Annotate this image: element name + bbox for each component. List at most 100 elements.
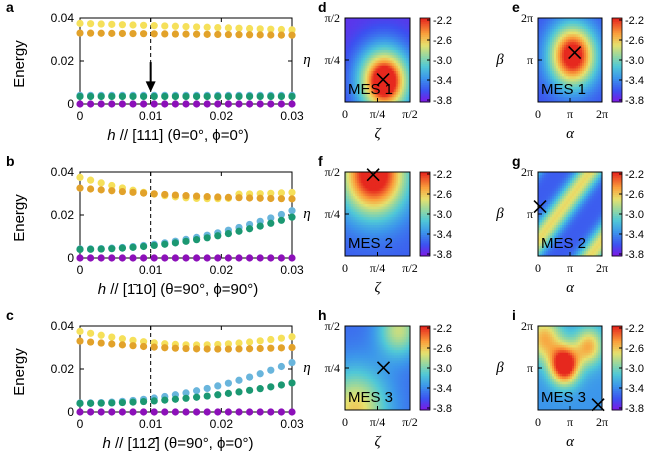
heatmap-cell — [592, 253, 595, 257]
heatmap-cell — [586, 62, 589, 66]
data-point — [214, 193, 222, 201]
heatmap-cell — [365, 248, 368, 252]
heatmap-cell — [576, 193, 579, 197]
heatmap-cell — [349, 248, 352, 252]
data-point — [267, 194, 275, 203]
data-point — [246, 194, 254, 202]
heatmap-cell — [353, 67, 356, 72]
data-point — [193, 254, 201, 262]
heatmap-cell — [393, 73, 397, 77]
heatmap-cell — [538, 185, 541, 189]
heatmap-cell — [389, 52, 393, 56]
heatmap-cell — [562, 198, 565, 202]
heatmap-cell — [568, 96, 571, 100]
heatmap-cell — [562, 49, 565, 53]
heatmap-cell — [562, 221, 565, 226]
heatmap-cell — [558, 232, 561, 236]
heatmap-cell — [399, 242, 403, 247]
heatmap-cell — [574, 33, 577, 37]
heatmap-cell — [538, 52, 541, 56]
heatmap-cell — [355, 235, 358, 239]
heatmap-cell — [584, 67, 587, 72]
heatmap-cell — [403, 177, 407, 181]
heatmap-cell — [383, 73, 387, 77]
heatmap-cell — [590, 36, 593, 40]
heatmap-cell — [548, 179, 551, 184]
heatmap-cell — [349, 221, 352, 226]
heatmap-cell — [568, 62, 571, 66]
heatmap-cell — [542, 23, 545, 27]
colorbar-cell — [420, 28, 430, 32]
heatmap-cell — [347, 203, 350, 207]
heatmap-cell — [544, 44, 547, 48]
data-point — [87, 20, 95, 28]
heatmap-cell — [560, 224, 563, 228]
heatmap-cell — [592, 86, 595, 90]
heatmap-cell — [353, 78, 356, 82]
heatmap-cell — [379, 193, 383, 197]
heatmap-cell — [590, 96, 593, 100]
colorbar-cell — [420, 34, 430, 38]
colorbar-cell — [420, 93, 430, 97]
heatmap-cell — [540, 36, 543, 40]
heatmap-cell — [405, 245, 409, 249]
heatmap-cell — [347, 36, 350, 40]
heatmap-cell — [371, 219, 374, 223]
heatmap-cell — [363, 253, 366, 257]
heatmap-cell — [592, 208, 595, 212]
heatmap-cell — [598, 216, 601, 220]
heatmap-cell — [584, 46, 587, 51]
heatmap-cell — [554, 240, 557, 244]
heatmap-cell — [556, 88, 559, 93]
heatmap-cell — [355, 373, 358, 377]
heatmap-cell — [582, 245, 585, 249]
heatmap-cell — [540, 172, 543, 176]
heatmap-cell — [361, 208, 364, 212]
heatmap-cell — [349, 86, 352, 90]
heatmap-cell — [379, 33, 383, 37]
heatmap-cell — [375, 75, 378, 79]
heatmap-cell — [580, 182, 583, 186]
heatmap-cell — [379, 18, 383, 22]
heatmap-cell — [548, 54, 551, 58]
data-point — [161, 190, 169, 199]
heatmap-cell — [556, 224, 559, 228]
heatmap-cell — [379, 237, 383, 241]
heatmap-cell — [395, 39, 399, 43]
heatmap-cell — [560, 203, 563, 207]
heatmap-cell — [586, 70, 589, 74]
heatmap-cell — [590, 57, 593, 61]
heatmap-cell — [544, 60, 547, 64]
heatmap-cell — [540, 88, 543, 93]
heatmap-cell — [558, 179, 561, 184]
heatmap-cell — [353, 394, 356, 398]
heatmap-cell — [570, 182, 573, 186]
heatmap-cell — [351, 375, 354, 380]
heatmap-cell — [379, 253, 383, 257]
heatmap-cell — [359, 33, 362, 37]
heatmap-cell — [544, 36, 547, 40]
heatmap-cell — [387, 242, 391, 247]
heatmap-cell — [600, 49, 603, 53]
heatmap-cell — [347, 25, 350, 30]
heatmap-cell — [401, 232, 405, 236]
data-point — [118, 100, 126, 108]
colorbar-cell — [420, 62, 430, 65]
heatmap-cell — [554, 62, 557, 66]
data-point — [277, 216, 285, 224]
heatmap-cell — [349, 375, 352, 380]
heatmap-cell — [405, 221, 409, 226]
heatmap-cell — [552, 219, 555, 223]
heatmap-cell — [361, 62, 364, 66]
heatmap-cell — [371, 208, 374, 212]
heatmap-cell — [383, 39, 387, 43]
heatmap-cell — [550, 211, 553, 215]
data-point — [76, 337, 84, 345]
heatmap-cell — [403, 221, 407, 226]
heatmap-cell — [403, 185, 407, 189]
heatmap-cell — [558, 203, 561, 207]
heatmap-cell — [407, 46, 411, 51]
heatmap-cell — [580, 185, 583, 189]
heatmap-cells — [538, 172, 603, 257]
heatmap-cell — [405, 65, 409, 69]
